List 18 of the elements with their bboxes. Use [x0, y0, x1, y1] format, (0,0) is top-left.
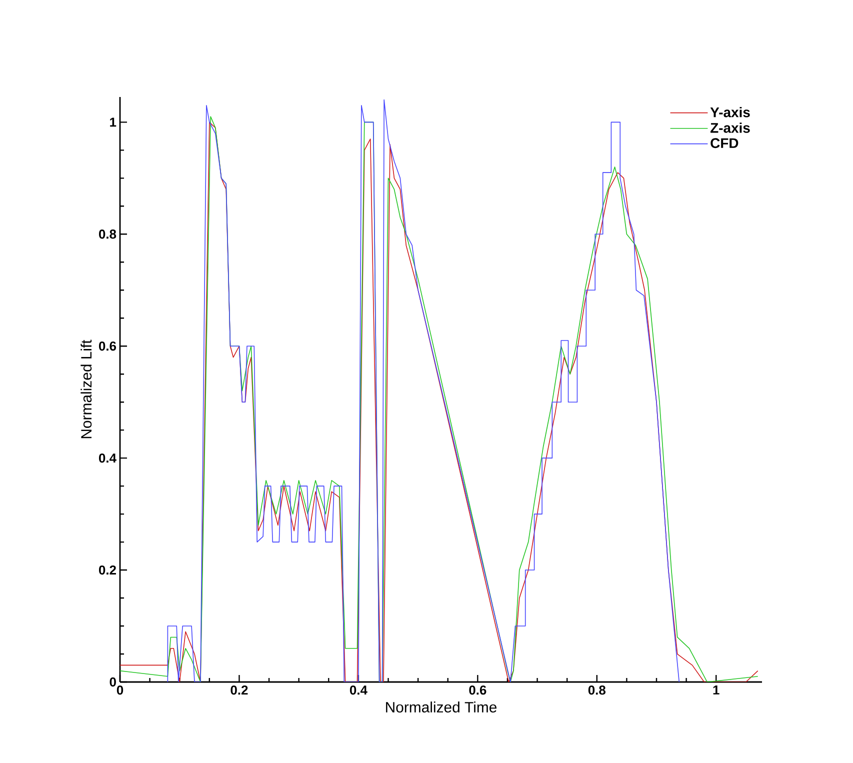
x-tick-label: 0.8	[588, 686, 606, 695]
x-axis-title: Normalized Time	[386, 702, 497, 712]
y-tick-label: 0.8	[98, 230, 116, 239]
x-tick-label: 0	[116, 686, 124, 695]
y-axis-title: Normalized Lift	[80, 340, 92, 438]
legend-label: Y-axis	[710, 107, 750, 118]
y-tick-label: 0.2	[98, 565, 116, 575]
x-tick-label: 0.4	[350, 686, 368, 695]
y-tick-label: 0	[110, 677, 116, 687]
line-series	[167, 99, 680, 682]
legend-label: Z-axis	[710, 122, 750, 133]
y-tick-label: 1	[110, 118, 116, 127]
legend-label: CFD	[710, 138, 738, 148]
y-tick-label: 0.4	[98, 453, 116, 463]
x-tick-label: 0.2	[230, 686, 248, 695]
y-tick-label: 0.6	[98, 342, 116, 351]
x-tick-label: 0.6	[469, 686, 486, 695]
x-tick-label: 1	[713, 686, 720, 694]
